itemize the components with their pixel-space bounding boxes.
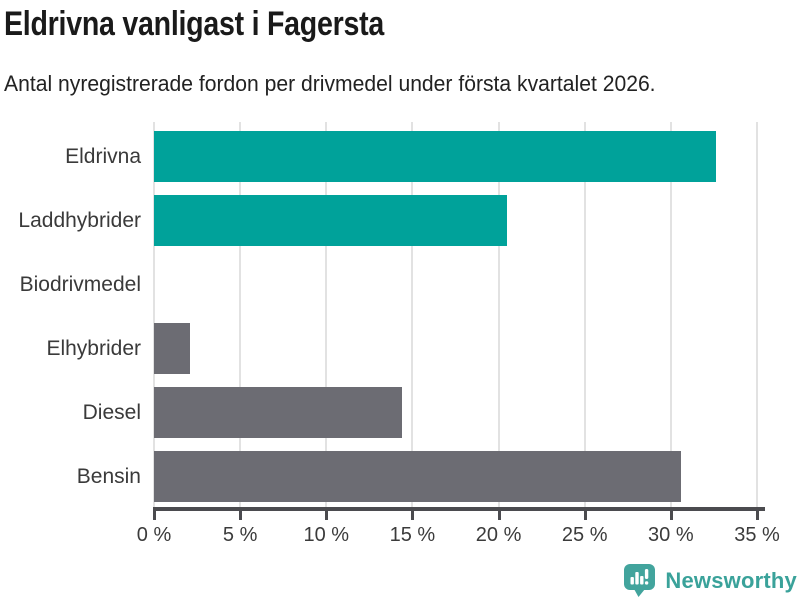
x-axis-tick [411,507,415,520]
gridline [153,122,155,507]
x-axis-tick-label: 20 % [475,524,522,546]
chart-subtitle: Antal nyregistrerade fordon per drivmede… [4,71,656,96]
x-axis-tick [756,507,759,520]
x-axis-tick [325,507,329,520]
gridline [325,122,328,507]
x-axis-tick-label: 5 % [222,524,258,546]
gridline [583,122,586,507]
y-axis-label: Biodrivmedel [19,273,141,296]
x-axis-tick-label: 0 % [136,524,172,546]
gridline [756,122,758,507]
y-axis-label: Laddhybrider [18,209,141,232]
y-axis-label: Eldrivna [65,145,141,168]
y-axis-label: Diesel [82,401,141,424]
x-axis-tick-label: 35 % [734,524,780,546]
x-axis-tick-label: 15 % [389,524,436,546]
y-axis-label: Elhybrider [46,337,141,360]
x-axis-tick [497,507,501,520]
chart-title: Eldrivna vanligast i Fagersta [4,5,384,43]
x-axis-line [153,507,765,511]
gridline [669,122,672,507]
bar-eldrivna [154,131,716,182]
x-axis-tick [669,507,673,520]
newsworthy-logo-icon [624,564,656,597]
gridline [411,122,414,507]
x-axis-tick-label: 30 % [648,524,694,546]
brand-footer: Newsworthy [623,563,797,598]
gridline [239,122,242,507]
plot-area: 0 % 5 % 10 % 15 % 20 % 25 % 30 % 35 % [137,122,780,546]
x-axis-tick [583,507,587,520]
bar-diesel [154,387,403,438]
gridline [497,122,500,507]
y-axis-label: Bensin [76,465,141,488]
x-axis-tick [153,507,156,520]
y-axis-labels: Eldrivna Laddhybrider Biodrivmedel Elhybrid… [0,122,141,507]
x-axis-tick-label: 10 % [303,524,350,546]
bar-bensin [154,451,682,502]
x-axis-tick [239,507,243,520]
brand-name: Newsworthy [665,567,797,593]
x-axis-tick-label: 25 % [561,524,608,546]
bar-elhybrider [154,323,191,374]
bar-laddhybrider [154,195,508,246]
